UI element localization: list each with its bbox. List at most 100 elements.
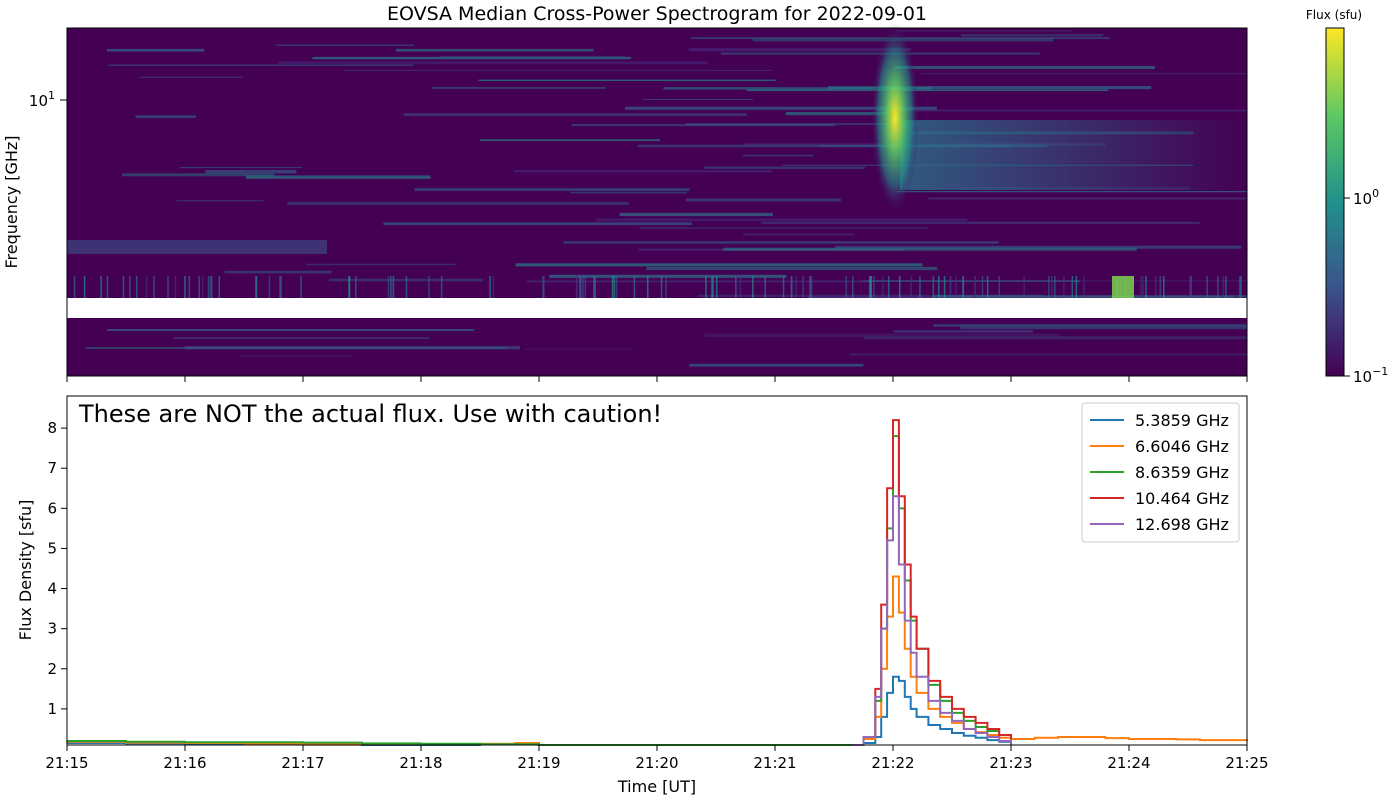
series-point bbox=[898, 563, 900, 566]
noise-band bbox=[279, 276, 281, 298]
x-tick-label: 21:16 bbox=[163, 754, 206, 772]
series-point bbox=[951, 720, 953, 722]
noise-band bbox=[920, 73, 1247, 75]
noise-band bbox=[563, 241, 999, 244]
series-point bbox=[974, 732, 977, 734]
noise-band bbox=[392, 276, 395, 298]
noise-band bbox=[998, 276, 1000, 298]
noise-band bbox=[802, 276, 805, 298]
lightcurve-legend: 5.3859 GHz 6.6046 GHz 8.6359 GHz 10.464 GHz… bbox=[1081, 402, 1240, 543]
noise-band bbox=[893, 330, 1034, 333]
noise-band bbox=[611, 276, 614, 298]
series-point bbox=[927, 708, 930, 710]
noise-band bbox=[739, 276, 742, 298]
series-point bbox=[915, 716, 918, 718]
series-point bbox=[302, 741, 304, 744]
noise-band bbox=[594, 276, 597, 298]
y-tick-label: 4 bbox=[47, 580, 57, 598]
noise-band bbox=[201, 276, 204, 298]
y-tick-label: 6 bbox=[47, 499, 57, 517]
noise-band bbox=[943, 276, 946, 298]
x-tick-label: 21:18 bbox=[399, 754, 442, 772]
noise-band bbox=[153, 276, 155, 298]
series-point bbox=[874, 688, 877, 690]
noise-band bbox=[663, 87, 933, 90]
noise-band bbox=[207, 276, 210, 298]
noise-band bbox=[489, 276, 491, 298]
noise-band bbox=[887, 276, 890, 298]
noise-band bbox=[1145, 276, 1147, 298]
x-tick-label: 21:21 bbox=[753, 754, 796, 772]
noise-band bbox=[660, 276, 663, 298]
noise-band bbox=[106, 329, 475, 331]
spectrogram-gap bbox=[67, 298, 1247, 318]
noise-band bbox=[210, 276, 213, 298]
noise-band bbox=[743, 233, 855, 236]
noise-band bbox=[275, 44, 414, 46]
noise-band bbox=[480, 139, 660, 142]
series-point bbox=[915, 676, 918, 678]
noise-band bbox=[882, 276, 884, 298]
noise-band bbox=[100, 276, 102, 298]
noise-band bbox=[218, 276, 221, 298]
series-point bbox=[939, 712, 941, 714]
noise-band bbox=[580, 276, 582, 298]
legend-label: 12.698 GHz bbox=[1135, 515, 1229, 534]
noise-band bbox=[809, 276, 811, 298]
y-tick-label: 7 bbox=[47, 459, 57, 477]
noise-band bbox=[1238, 276, 1241, 298]
noise-band bbox=[268, 276, 271, 298]
noise-band bbox=[932, 276, 935, 298]
noise-band bbox=[1189, 276, 1191, 298]
noise-band bbox=[255, 276, 257, 298]
noise-band bbox=[898, 276, 901, 298]
noise-band bbox=[277, 61, 708, 65]
lightcurve-background bbox=[67, 396, 1247, 745]
noise-band bbox=[287, 201, 629, 205]
noise-band bbox=[827, 86, 1152, 90]
series-point bbox=[892, 495, 894, 498]
series-point bbox=[963, 728, 965, 730]
noise-band bbox=[1240, 276, 1242, 298]
noise-band bbox=[106, 276, 109, 298]
noise-band bbox=[986, 276, 989, 298]
noise-band bbox=[910, 276, 912, 298]
noise-band bbox=[210, 276, 212, 298]
series-point bbox=[880, 603, 882, 606]
noise-band bbox=[1075, 276, 1078, 298]
noise-band bbox=[646, 266, 938, 271]
x-tick-label: 21:20 bbox=[635, 754, 678, 772]
noise-band bbox=[432, 86, 606, 89]
noise-band bbox=[492, 276, 495, 298]
noise-band bbox=[1190, 276, 1192, 298]
noise-band bbox=[884, 280, 1247, 282]
noise-band bbox=[1083, 276, 1085, 298]
series-point bbox=[904, 696, 906, 698]
noise-band bbox=[633, 276, 636, 298]
spectrogram-ylabel: Frequency [GHz] bbox=[2, 135, 21, 268]
noise-band bbox=[933, 324, 1247, 327]
lightcurve-x-ticks: 21:15 21:16 21:17 21:18 21:19 21:20 21:21 21:22… bbox=[45, 745, 1269, 772]
noise-band bbox=[403, 113, 747, 116]
series-point bbox=[986, 736, 989, 738]
x-tick-label: 21:15 bbox=[45, 754, 88, 772]
noise-band bbox=[129, 276, 131, 298]
series-point bbox=[986, 730, 989, 732]
series-point bbox=[420, 742, 422, 745]
y-tick-label: 2 bbox=[47, 660, 57, 678]
noise-band bbox=[790, 276, 793, 298]
legend-label: 6.6046 GHz bbox=[1135, 437, 1229, 456]
noise-band bbox=[615, 276, 618, 298]
noise-band bbox=[860, 280, 1081, 282]
series-point bbox=[986, 728, 989, 730]
series-point bbox=[1175, 738, 1177, 741]
noise-band bbox=[795, 276, 797, 298]
noise-band bbox=[619, 212, 773, 217]
noise-band bbox=[355, 276, 357, 298]
noise-band bbox=[122, 276, 125, 298]
noise-band bbox=[239, 355, 354, 357]
noise-band bbox=[962, 276, 964, 298]
noise-band bbox=[391, 276, 393, 298]
noise-band bbox=[312, 56, 632, 60]
